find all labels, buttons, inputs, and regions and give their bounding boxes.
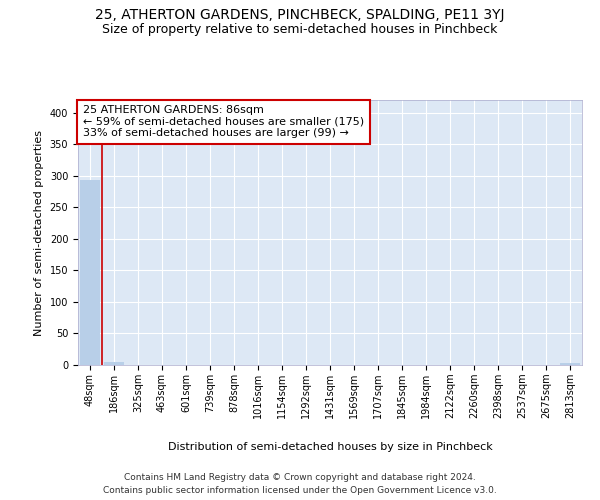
Bar [104,362,124,365]
Text: 25 ATHERTON GARDENS: 86sqm
← 59% of semi-detached houses are smaller (175)
33% o: 25 ATHERTON GARDENS: 86sqm ← 59% of semi… [83,106,364,138]
Text: Size of property relative to semi-detached houses in Pinchbeck: Size of property relative to semi-detach… [103,22,497,36]
Text: Contains HM Land Registry data © Crown copyright and database right 2024.: Contains HM Land Registry data © Crown c… [124,472,476,482]
Text: 25, ATHERTON GARDENS, PINCHBECK, SPALDING, PE11 3YJ: 25, ATHERTON GARDENS, PINCHBECK, SPALDIN… [95,8,505,22]
Text: Contains public sector information licensed under the Open Government Licence v3: Contains public sector information licen… [103,486,497,495]
Text: Distribution of semi-detached houses by size in Pinchbeck: Distribution of semi-detached houses by … [167,442,493,452]
Bar [560,363,580,365]
Bar [80,180,100,365]
Y-axis label: Number of semi-detached properties: Number of semi-detached properties [34,130,44,336]
